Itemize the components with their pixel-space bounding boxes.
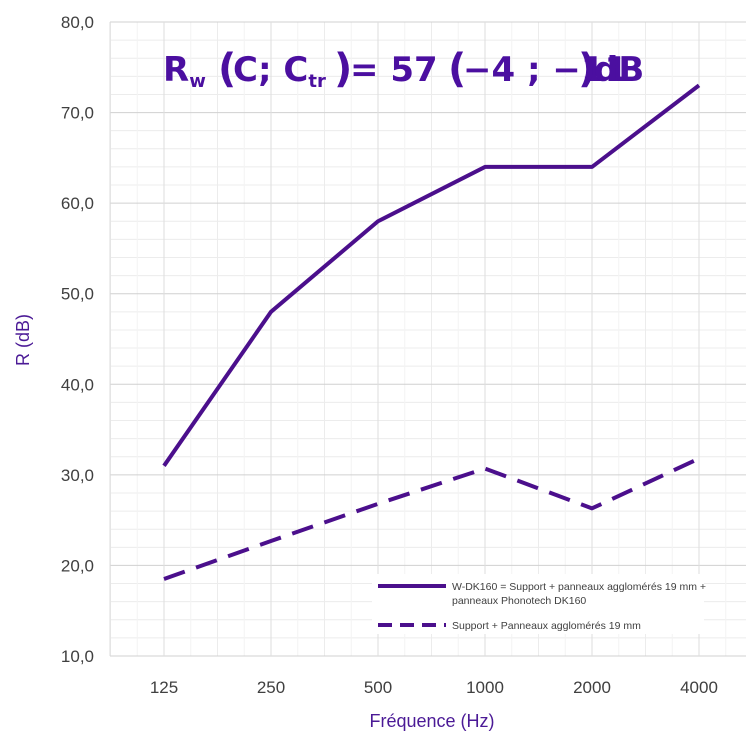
y-tick-label: 60,0 (61, 194, 94, 213)
major-gridlines (109, 21, 746, 657)
x-tick-label: 250 (257, 678, 285, 697)
y-tick-label: 40,0 (61, 375, 94, 394)
legend-label-solid-cont: panneaux Phonotech DK160 (452, 595, 586, 607)
rw-c-subscript: tr (308, 71, 326, 92)
rw-close-paren-2: ) (578, 46, 596, 92)
x-tick-labels: 125 250 500 1000 2000 4000 (150, 678, 718, 697)
rw-unit: dB (594, 50, 644, 90)
rw-symbol: R (163, 50, 189, 90)
series-line-w-dk160 (162, 83, 701, 467)
svg-text:C; Ctr: C; Ctr (233, 50, 326, 92)
rw-c-label: C; C (233, 50, 308, 90)
y-tick-labels: 10,0 20,0 30,0 40,0 50,0 60,0 70,0 80,0 (61, 13, 94, 666)
x-tick-label: 125 (150, 678, 178, 697)
y-tick-label: 80,0 (61, 13, 94, 32)
rw-subscript: w (189, 71, 206, 92)
svg-text:Rw: Rw (163, 50, 206, 92)
legend-label-solid: W-DK160 = Support + panneaux agglomérés … (452, 581, 706, 593)
rw-adaptation-values: −4 ; −11 (463, 50, 628, 90)
rw-open-paren-1: ( (218, 46, 236, 92)
x-axis-label: Fréquence (Hz) (369, 711, 494, 731)
y-tick-label: 30,0 (61, 466, 94, 485)
y-tick-label: 10,0 (61, 647, 94, 666)
rw-annotation: Rw ( C; Ctr ) = 57 ( −4 ; −11 ) dB (163, 46, 644, 92)
rw-open-paren-2: ( (448, 46, 466, 92)
y-tick-label: 20,0 (61, 556, 94, 575)
x-tick-label: 500 (364, 678, 392, 697)
legend: W-DK160 = Support + panneaux agglomérés … (372, 574, 706, 634)
y-tick-label: 70,0 (61, 104, 94, 123)
rw-close-paren-1: ) (334, 46, 352, 92)
series-line-support (163, 456, 700, 581)
legend-label-dashed: Support + Panneaux agglomérés 19 mm (452, 620, 641, 632)
y-axis-label: R (dB) (13, 314, 33, 366)
x-tick-label: 1000 (466, 678, 504, 697)
y-tick-label: 50,0 (61, 285, 94, 304)
minor-gridlines (110, 22, 746, 656)
rw-value: = 57 (350, 50, 438, 90)
x-tick-label: 4000 (680, 678, 718, 697)
x-tick-label: 2000 (573, 678, 611, 697)
series-lines (162, 83, 701, 581)
